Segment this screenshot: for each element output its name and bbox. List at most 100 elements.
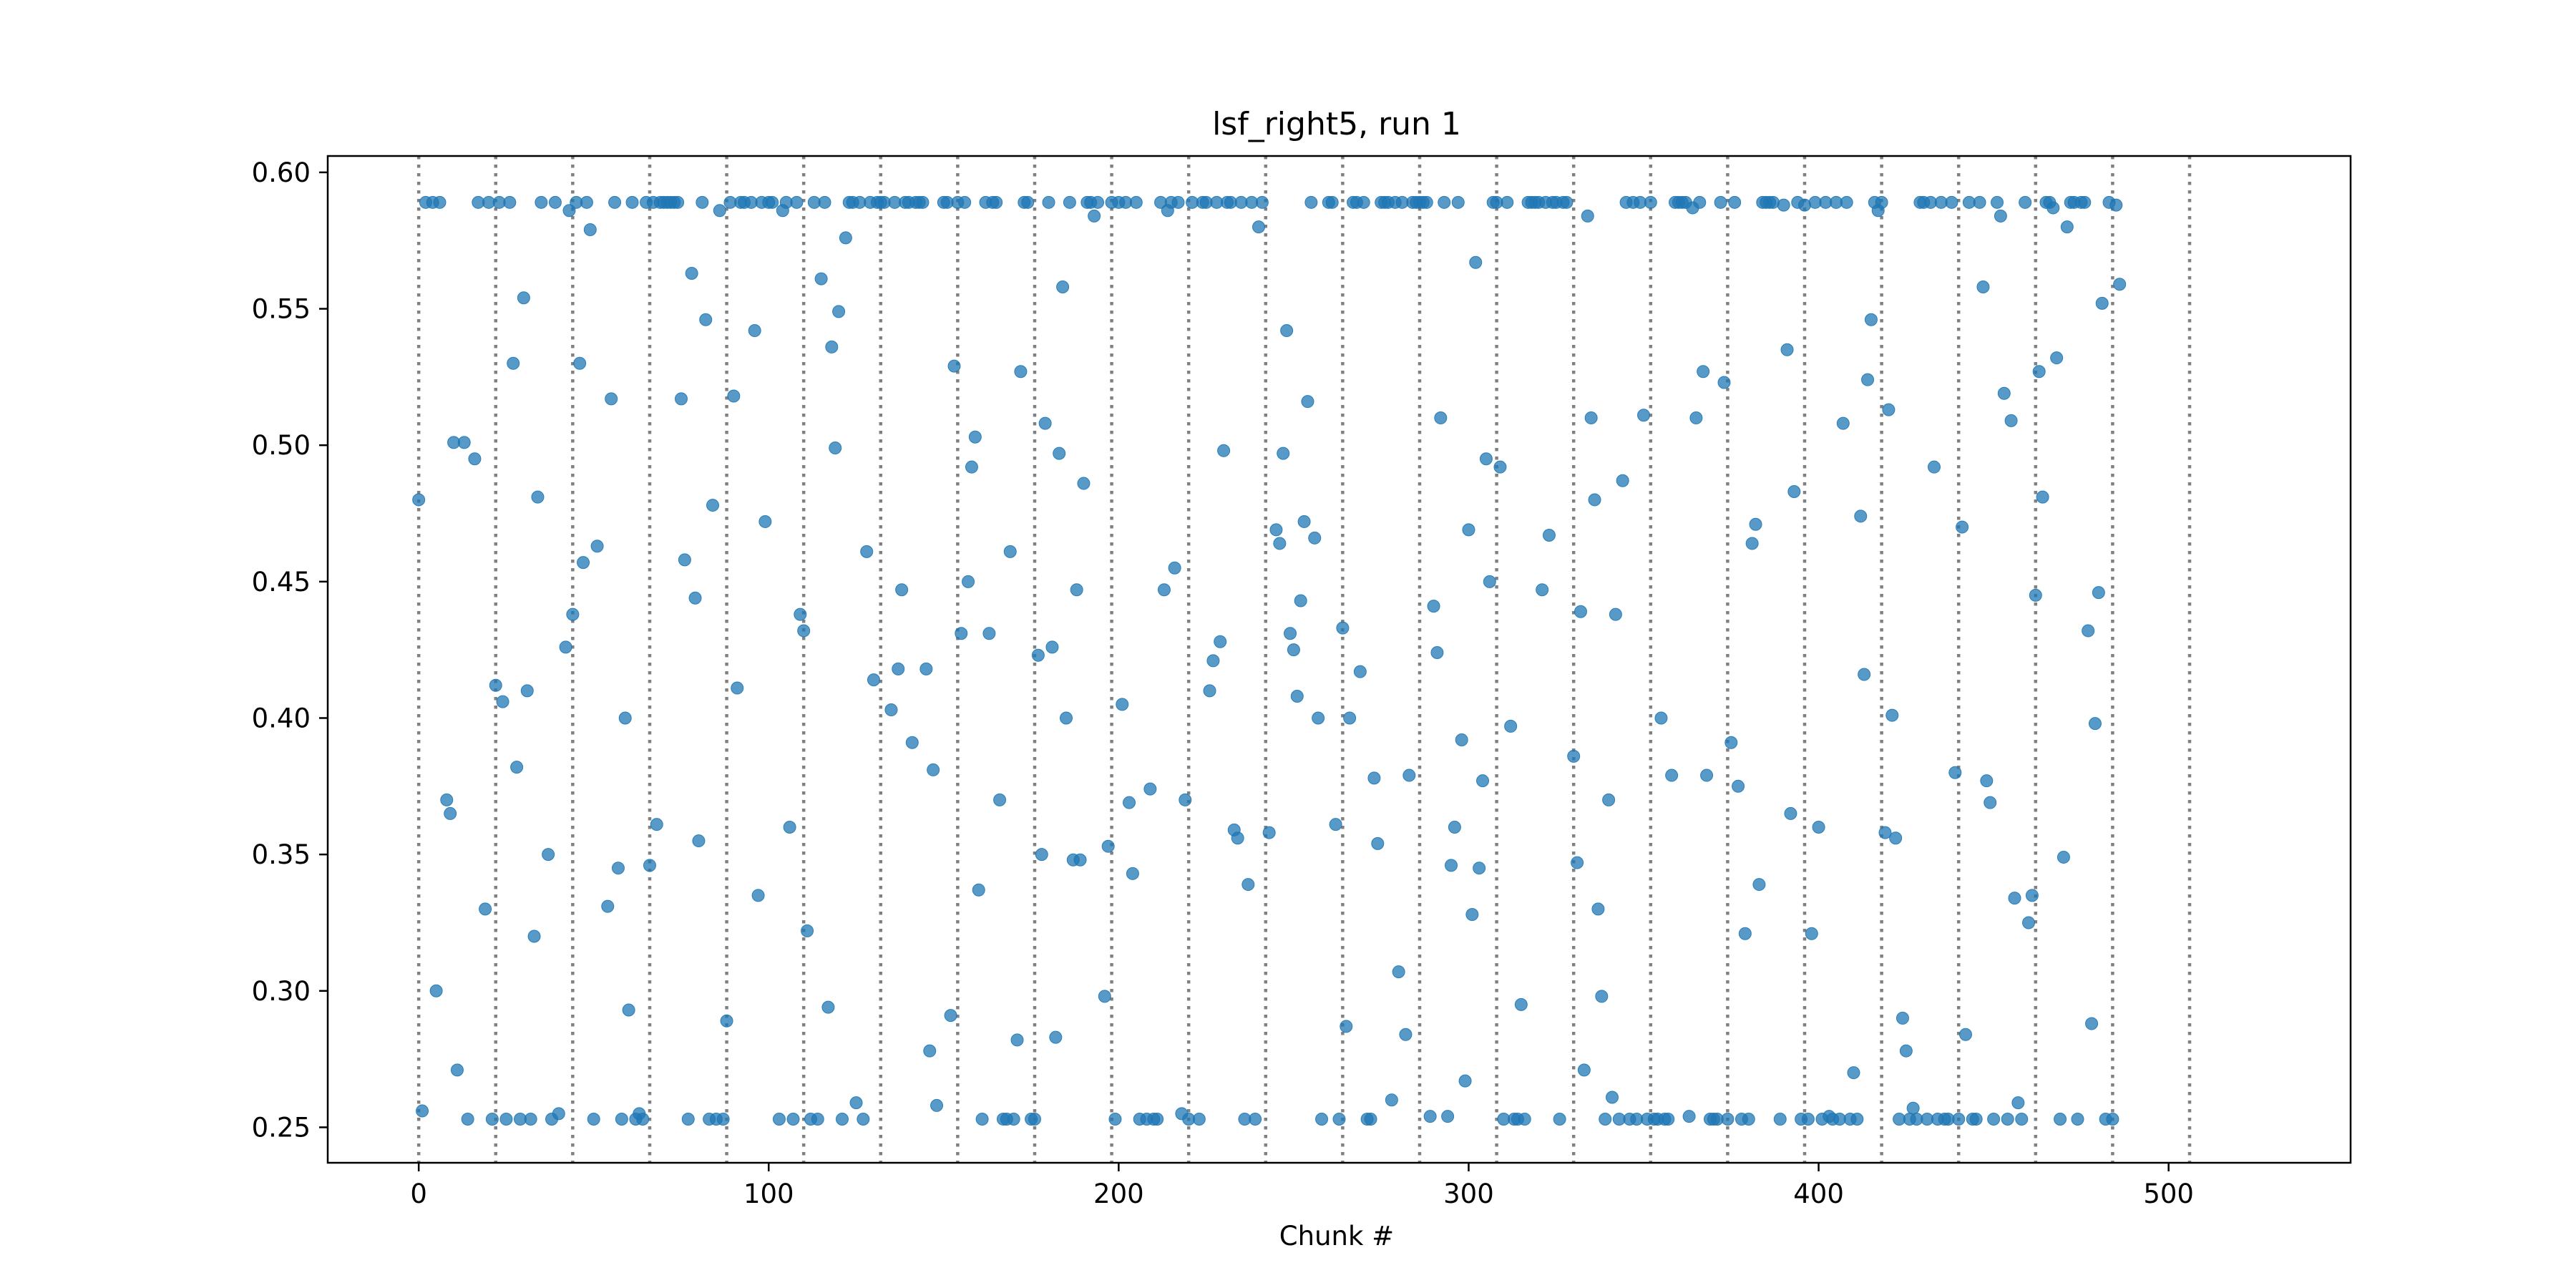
point-465 bbox=[2113, 278, 2127, 291]
x-tick-label-4: 400 bbox=[1793, 1179, 1844, 1209]
point-20 bbox=[499, 1112, 513, 1126]
point-42 bbox=[583, 223, 597, 236]
point-17 bbox=[489, 678, 502, 692]
point-218 bbox=[1231, 831, 1244, 845]
point-463 bbox=[2106, 1112, 2119, 1126]
point-182 bbox=[1098, 990, 1111, 1003]
point-152 bbox=[990, 195, 1003, 209]
point-52 bbox=[625, 195, 639, 209]
point-251 bbox=[1357, 195, 1370, 209]
point-150 bbox=[982, 627, 996, 640]
point-91 bbox=[766, 195, 779, 209]
point-453 bbox=[2071, 1112, 2084, 1126]
point-259 bbox=[1385, 1093, 1398, 1107]
point-277 bbox=[1448, 821, 1461, 834]
y-tick-label-0: 0.25 bbox=[252, 1112, 311, 1143]
point-210 bbox=[1203, 684, 1216, 698]
point-227 bbox=[1269, 523, 1283, 537]
point-1 bbox=[416, 1104, 429, 1118]
point-332 bbox=[1644, 195, 1657, 209]
point-228 bbox=[1273, 537, 1287, 550]
point-270 bbox=[1423, 1110, 1437, 1123]
y-tick-label-4: 0.45 bbox=[252, 567, 311, 597]
point-280 bbox=[1458, 1074, 1472, 1088]
point-322 bbox=[1609, 608, 1622, 621]
point-232 bbox=[1287, 643, 1300, 657]
point-433 bbox=[2001, 1112, 2014, 1126]
point-79 bbox=[720, 1014, 733, 1028]
point-319 bbox=[1599, 1112, 1612, 1126]
point-136 bbox=[930, 1098, 944, 1112]
point-103 bbox=[811, 1112, 824, 1126]
point-392 bbox=[1858, 668, 1871, 681]
point-269 bbox=[1420, 195, 1433, 209]
point-108 bbox=[829, 441, 842, 454]
point-377 bbox=[1805, 927, 1818, 940]
point-72 bbox=[696, 195, 709, 209]
point-450 bbox=[2060, 220, 2074, 234]
point-196 bbox=[1151, 1112, 1164, 1126]
point-129 bbox=[905, 736, 919, 749]
point-207 bbox=[1192, 1112, 1206, 1126]
y-tick-label-3: 0.40 bbox=[252, 703, 311, 733]
point-296 bbox=[1514, 997, 1528, 1011]
point-343 bbox=[1682, 1110, 1696, 1123]
point-29 bbox=[531, 490, 545, 504]
point-95 bbox=[783, 821, 796, 834]
point-163 bbox=[1028, 1112, 1041, 1126]
point-22 bbox=[507, 356, 520, 370]
point-436 bbox=[2011, 1096, 2025, 1110]
point-10 bbox=[457, 436, 471, 449]
point-426 bbox=[1976, 280, 1990, 294]
point-346 bbox=[1693, 195, 1707, 209]
point-434 bbox=[2004, 414, 2018, 427]
point-394 bbox=[1864, 313, 1878, 326]
point-165 bbox=[1035, 848, 1048, 862]
point-320 bbox=[1602, 793, 1616, 806]
point-201 bbox=[1168, 561, 1181, 575]
point-311 bbox=[1571, 856, 1584, 869]
x-tick-label-2: 200 bbox=[1093, 1179, 1144, 1209]
point-48 bbox=[611, 862, 625, 875]
point-126 bbox=[895, 583, 909, 597]
point-263 bbox=[1399, 1028, 1413, 1041]
point-135 bbox=[927, 763, 940, 776]
point-194 bbox=[1143, 782, 1157, 796]
point-185 bbox=[1108, 1112, 1122, 1126]
point-440 bbox=[2025, 889, 2039, 902]
point-352 bbox=[1714, 195, 1727, 209]
point-221 bbox=[1241, 878, 1255, 892]
point-348 bbox=[1700, 769, 1714, 782]
y-tick-label-1: 0.30 bbox=[252, 976, 311, 1007]
point-281 bbox=[1462, 523, 1475, 537]
point-164 bbox=[1031, 648, 1045, 662]
point-253 bbox=[1364, 1112, 1377, 1126]
point-386 bbox=[1836, 416, 1850, 430]
point-369 bbox=[1777, 198, 1790, 212]
point-11 bbox=[461, 1112, 474, 1126]
point-153 bbox=[993, 793, 1007, 806]
point-125 bbox=[892, 662, 905, 675]
point-110 bbox=[835, 1112, 849, 1126]
point-82 bbox=[731, 681, 744, 695]
point-283 bbox=[1469, 255, 1483, 269]
point-214 bbox=[1217, 444, 1231, 457]
point-274 bbox=[1438, 195, 1451, 209]
point-168 bbox=[1045, 640, 1059, 654]
point-420 bbox=[1956, 520, 1969, 534]
point-87 bbox=[751, 889, 765, 902]
point-425 bbox=[1973, 195, 1986, 209]
point-4 bbox=[429, 984, 443, 997]
point-442 bbox=[2032, 365, 2046, 379]
point-393 bbox=[1861, 373, 1875, 386]
point-387 bbox=[1840, 195, 1853, 209]
point-189 bbox=[1123, 796, 1136, 809]
x-axis-label: Chunk # bbox=[1279, 1221, 1394, 1252]
point-264 bbox=[1402, 769, 1416, 782]
point-5 bbox=[433, 195, 447, 209]
point-116 bbox=[857, 1112, 870, 1126]
point-372 bbox=[1787, 485, 1801, 498]
point-449 bbox=[2057, 850, 2070, 864]
point-26 bbox=[520, 684, 534, 698]
